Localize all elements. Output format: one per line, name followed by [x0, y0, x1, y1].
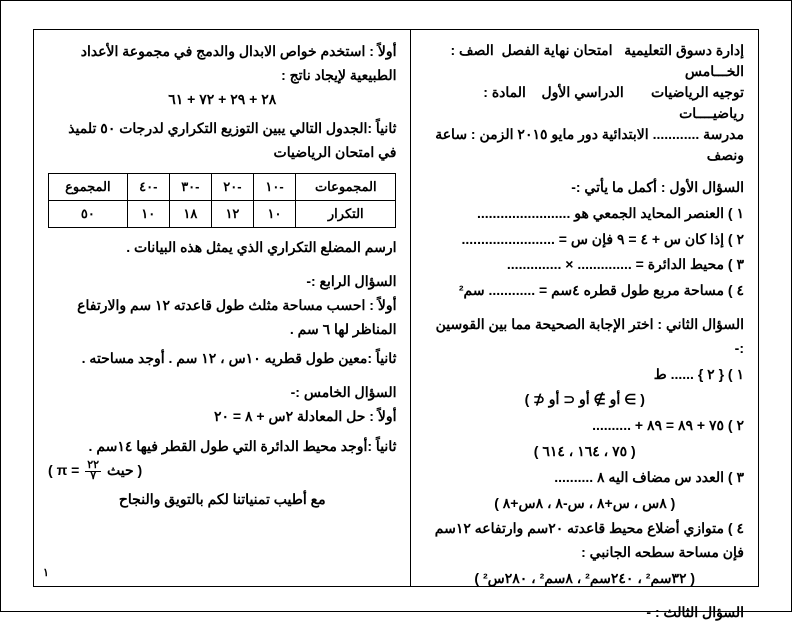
q2-item-3b: ( ٨س ، س+٨ ، س-٨ ، ٨س+٨ ) [425, 492, 744, 516]
th-groups: المجموعات [296, 173, 396, 200]
q2-item-2a: ٢ ) ٧٥ + ٨٩ = ٨٩ + .......... [425, 414, 744, 438]
q5-b: ثانياً :أوجد محيط الدائرة التي طول القطر… [48, 435, 396, 459]
l-p1: أولاً : استخدم خواص الابدال والدمج في مج… [48, 40, 396, 88]
l-p3: ارسم المضلع التكراري الذي يمثل هذه البيا… [48, 236, 396, 260]
table-row: المجموعات -١٠ -٢٠ -٣٠ -٤٠ المجموع [49, 173, 396, 200]
exam-title: امتحان نهاية الفصل [502, 42, 613, 58]
exam-page: إدارة دسوق التعليمية امتحان نهاية الفصل … [0, 0, 792, 612]
q1-item-3: ٣ ) محيط الدائرة = .............. × ....… [425, 253, 744, 277]
q4-b: ثانياً :معين طول قطريه ١٠س ، ١٢ سم . أوج… [48, 347, 396, 371]
th-1: -١٠ [253, 173, 295, 200]
l-p2: ثانياً :الجدول التالي يبين التوزيع التكر… [48, 117, 396, 165]
q2-item-4a: ٤ ) متوازي أضلاع محيط قاعدته ٢٠سم وارتفا… [425, 517, 744, 565]
td-3: ١٨ [169, 201, 211, 228]
q1-item-2: ٢ ) إذا كان س + ٤ = ٩ فإن س = ..........… [425, 228, 744, 252]
admin-name: إدارة دسوق التعليمية [624, 42, 744, 58]
q1-item-4: ٤ ) مساحة مربع طول قطره ٤سم = ..........… [425, 279, 744, 303]
q2-title: السؤال الثاني : اختر الإجابة الصحيحة مما… [425, 313, 744, 361]
q2-item-1a: ١ ) { ٢ } ...... ط [425, 363, 744, 387]
page-number: ١ [43, 566, 49, 579]
th-2: -٢٠ [211, 173, 253, 200]
q5-b-text-b: ( حيث [103, 462, 142, 478]
exam-header: إدارة دسوق التعليمية امتحان نهاية الفصل … [425, 40, 744, 166]
th-3: -٣٠ [169, 173, 211, 200]
frequency-table: المجموعات -١٠ -٢٠ -٣٠ -٤٠ المجموع التكرا… [48, 173, 396, 228]
q4-title: السؤال الرابع :- [48, 270, 396, 294]
td-1: ١٠ [253, 201, 295, 228]
q2-item-3a: ٣ ) العدد س مضاف اليه ٨ .......... [425, 466, 744, 490]
page-frame: إدارة دسوق التعليمية امتحان نهاية الفصل … [33, 29, 759, 587]
duration-cont: ونصف [425, 145, 744, 166]
q1-item-1: ١ ) العنصر المحايد الجمعي هو ...........… [425, 202, 744, 226]
q5-b-pi: ( حيث ٢٢ ٧ = π ) [48, 459, 396, 483]
table-row: التكرار ١٠ ١٢ ١٨ ١٠ ٥٠ [49, 201, 396, 228]
q2-body: ١ ) { ٢ } ...... ط ( ∋ أو ∌ أو ⊂ أو ⊄ ) … [425, 363, 744, 591]
pi-denominator: ٧ [88, 470, 98, 482]
q5-title: السؤال الخامس :- [48, 381, 396, 405]
q3-title: السؤال الثالث : - [425, 601, 744, 625]
q4-a: أولاً : احسب مساحة مثلث طول قاعدته ١٢ سم… [48, 294, 396, 342]
q2-item-1b: ( ∋ أو ∌ أو ⊂ أو ⊄ ) [425, 388, 744, 412]
q5-b-text-c: = π ) [48, 462, 79, 478]
q2-item-4b: ( ٣٢سم² ، ٢٤٠سم² ، ٨سم² ، ٢٨٠س² ) [425, 567, 744, 591]
th-4: -٤٠ [127, 173, 169, 200]
round: الابتدائية دور مايو ٢٠١٥ [517, 126, 648, 142]
td-total: ٥٠ [49, 201, 128, 228]
q5-b-text-a: ثانياً :أوجد محيط الدائرة التي طول القطر… [89, 438, 397, 454]
td-4: ١٠ [127, 201, 169, 228]
column-right: إدارة دسوق التعليمية امتحان نهاية الفصل … [410, 30, 758, 586]
good-luck: مع أطيب تمنياتنا لكم بالتويق والنجاح [48, 488, 396, 512]
td-freq: التكرار [296, 201, 396, 228]
q1-title: السؤال الأول : أكمل ما يأتي :- [425, 176, 744, 200]
school: مدرسة ............ [653, 126, 744, 142]
q5-a: أولاً : حل المعادلة ٢س + ٨ = ٢٠ [48, 405, 396, 429]
td-2: ١٢ [211, 201, 253, 228]
dept: توجيه الرياضيات [651, 84, 744, 100]
l-expr: ٢٨ + ٢٩ + ٧٢ + ٦١ [48, 88, 396, 112]
q1-body: ١ ) العنصر المحايد الجمعي هو ...........… [425, 202, 744, 303]
column-left: أولاً : استخدم خواص الابدال والدمج في مج… [34, 30, 410, 586]
duration: الزمن : ساعة [435, 126, 513, 142]
term: الدراسي الأول [542, 84, 624, 100]
th-total: المجموع [49, 173, 128, 200]
pi-fraction: ٢٢ ٧ [85, 460, 101, 482]
q2-item-2b: ( ٧٥ ، ١٦٤ ، ٦١٤ ) [425, 440, 744, 464]
